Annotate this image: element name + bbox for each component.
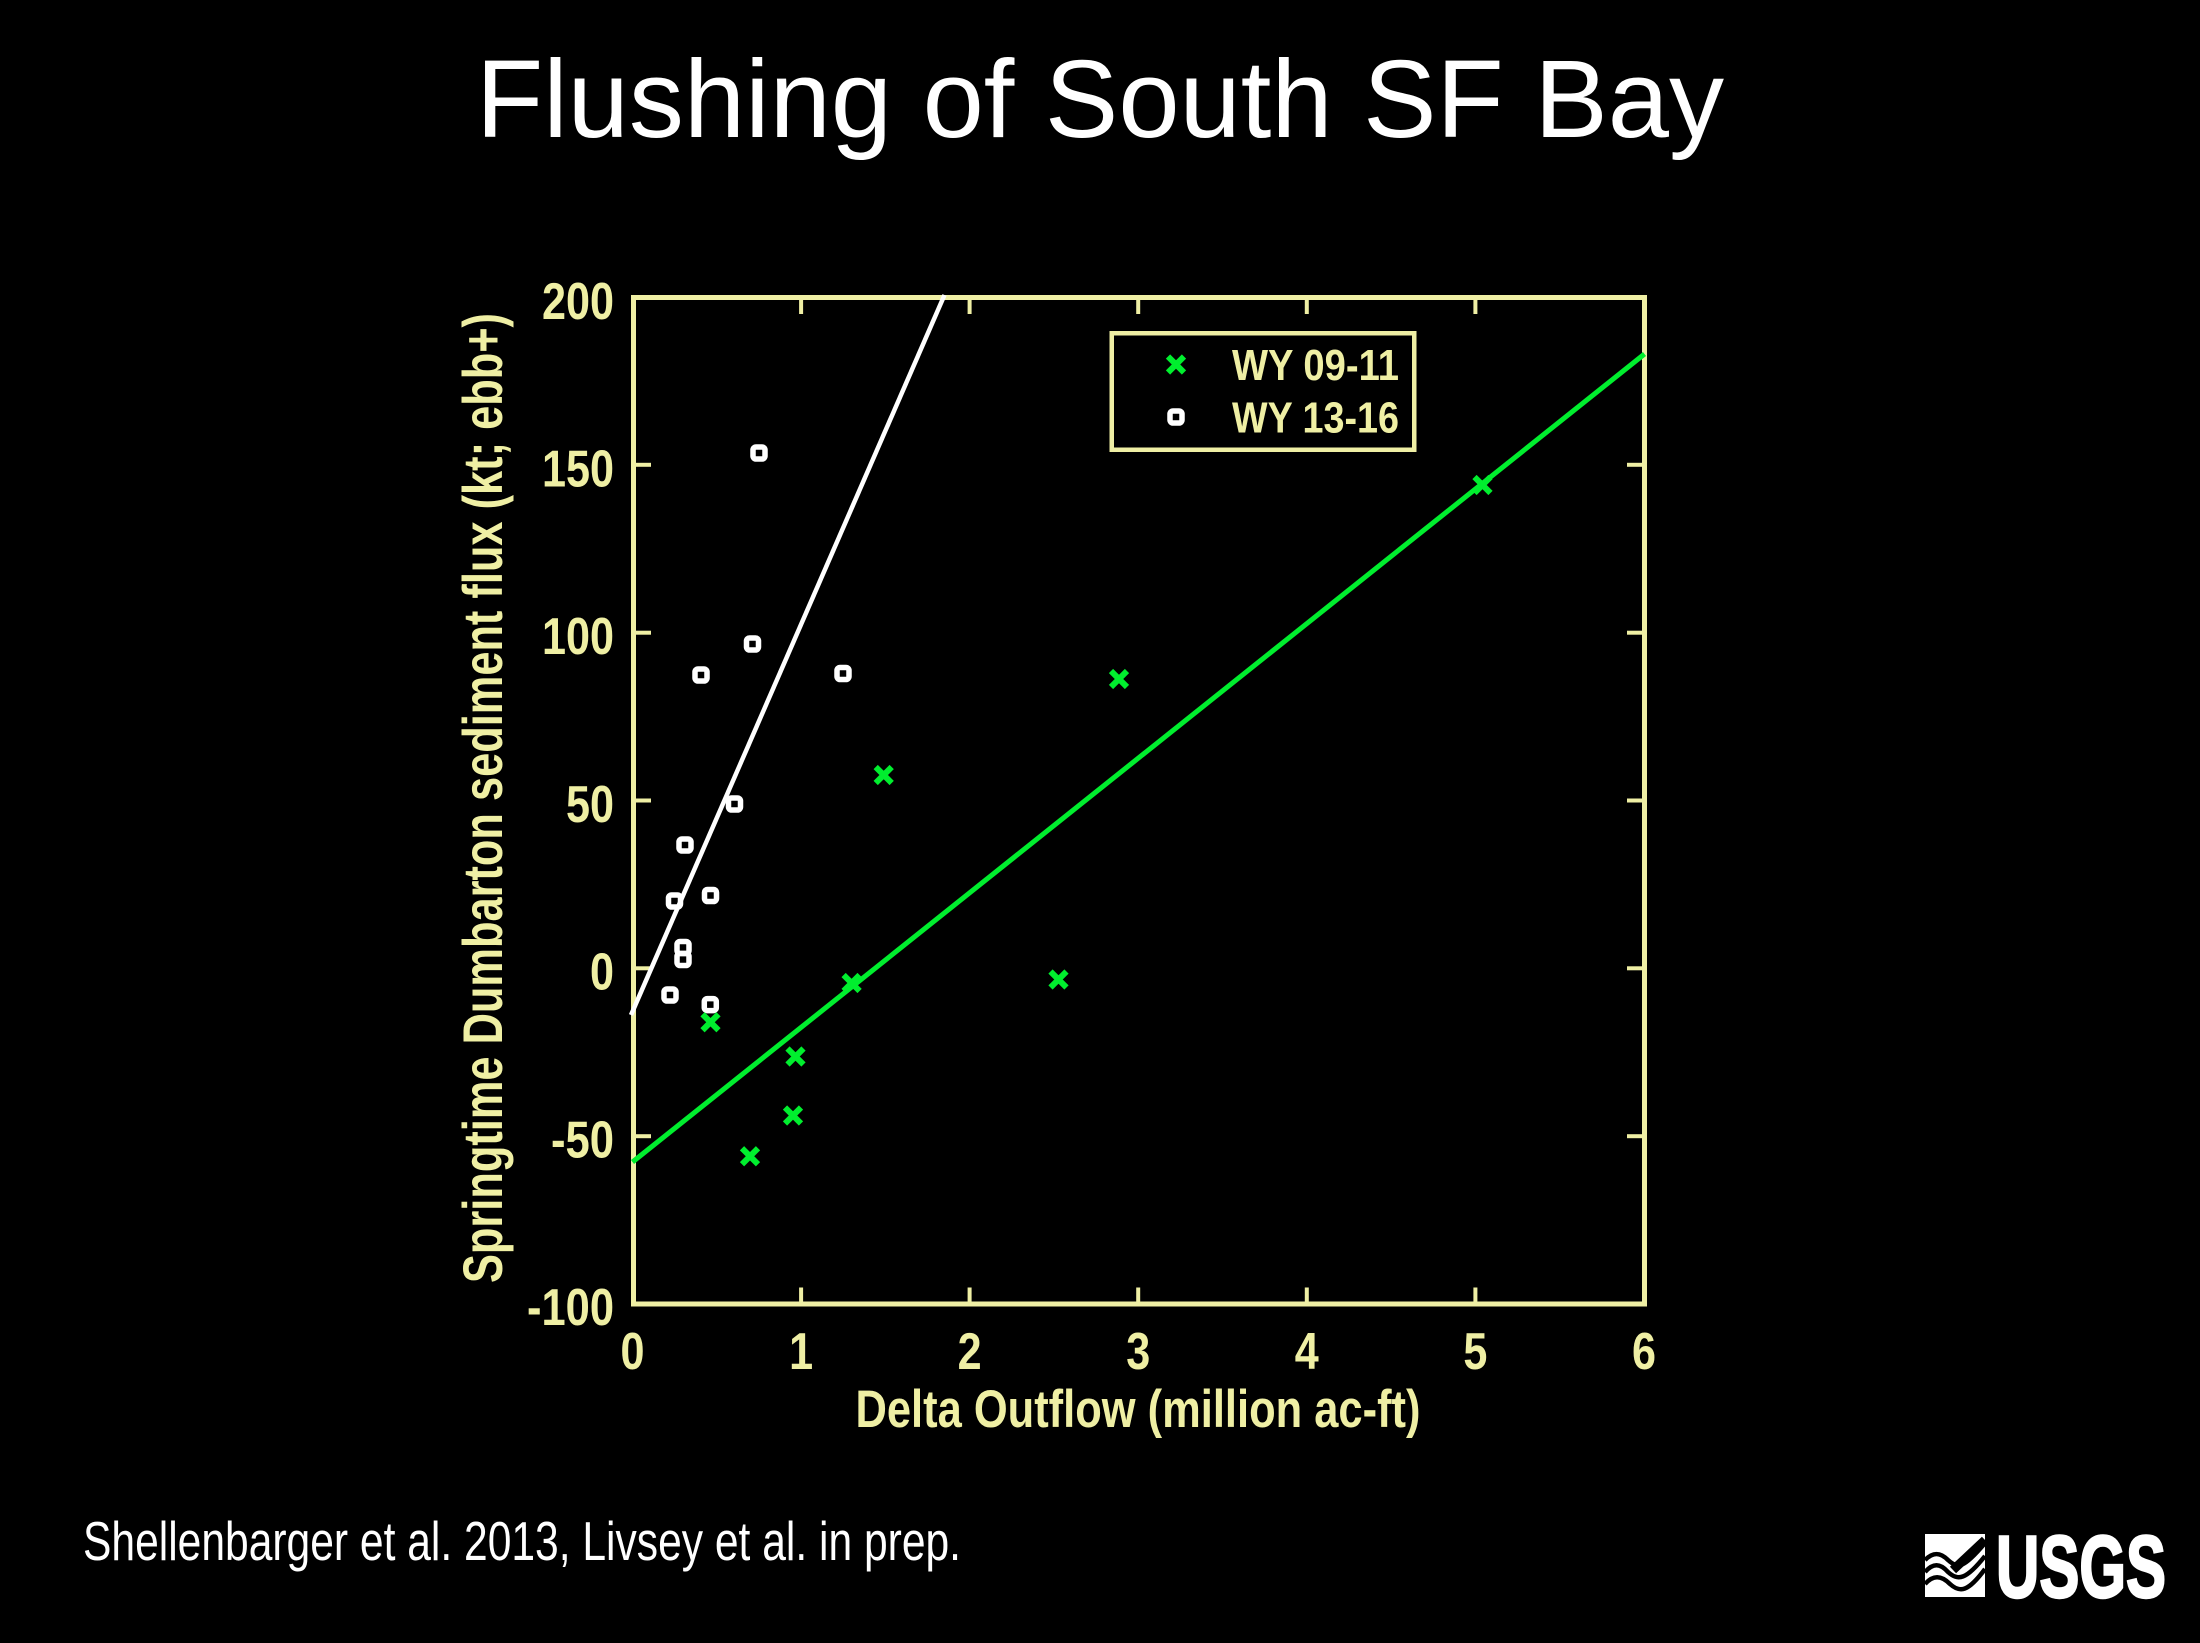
- svg-text:50: 50: [566, 776, 614, 834]
- svg-text:Shellenbarger et al. 2013, Liv: Shellenbarger et al. 2013, Livsey et al.…: [83, 1510, 961, 1572]
- svg-text:1: 1: [789, 1323, 813, 1381]
- svg-text:0: 0: [621, 1323, 645, 1381]
- svg-text:4: 4: [1295, 1323, 1319, 1381]
- svg-text:0: 0: [590, 944, 614, 1002]
- svg-text:2: 2: [958, 1323, 982, 1381]
- svg-text:WY 13-16: WY 13-16: [1232, 394, 1399, 443]
- svg-text:6: 6: [1632, 1323, 1656, 1381]
- svg-text:200: 200: [542, 273, 614, 331]
- svg-text:Flushing of South SF Bay: Flushing of South SF Bay: [476, 38, 1724, 161]
- svg-text:Delta Outflow (million ac-ft): Delta Outflow (million ac-ft): [856, 1380, 1421, 1439]
- svg-text:150: 150: [542, 441, 614, 499]
- svg-text:Springtime Dumbarton sediment: Springtime Dumbarton sediment flux (kt; …: [451, 313, 514, 1283]
- svg-text:-50: -50: [551, 1112, 614, 1170]
- svg-text:5: 5: [1463, 1323, 1487, 1381]
- svg-text:WY 09-11: WY 09-11: [1232, 341, 1399, 390]
- svg-text:100: 100: [542, 608, 614, 666]
- svg-text:USGS: USGS: [1996, 1517, 2166, 1616]
- svg-text:3: 3: [1126, 1323, 1150, 1381]
- svg-text:-100: -100: [527, 1279, 614, 1337]
